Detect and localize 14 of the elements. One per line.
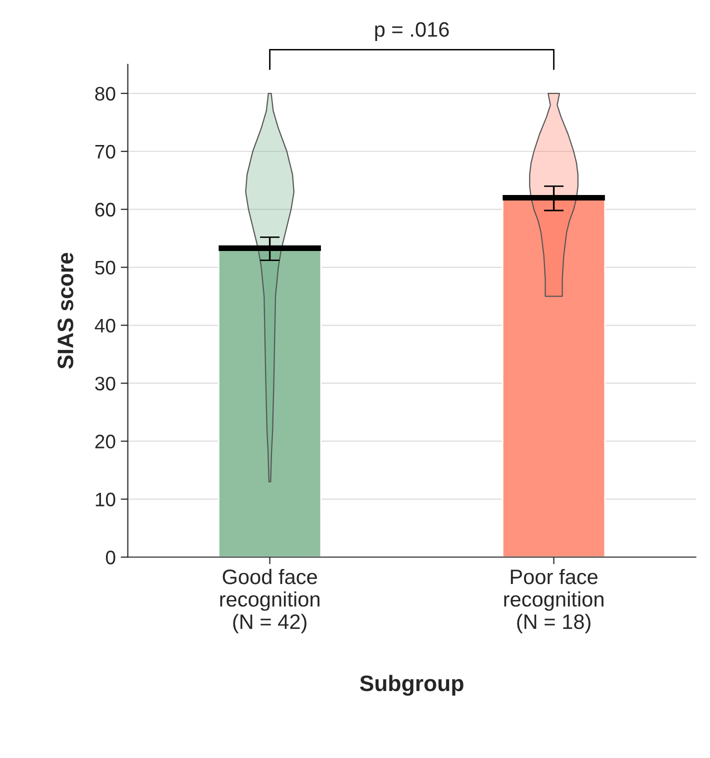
x-tick-label: Poor face recognition (N = 18) <box>504 568 604 634</box>
y-tick-label: 30 <box>95 376 116 390</box>
y-tick-label: 40 <box>94 318 116 333</box>
y-axis-title: SIAS score <box>58 252 74 369</box>
y-tick-label: 20 <box>95 434 116 448</box>
y-tick-label: 80 <box>95 86 116 101</box>
y-tick-label: 0 <box>106 550 116 564</box>
y-tick-label: 10 <box>96 492 116 506</box>
y-tick-label: 70 <box>95 144 116 159</box>
text: p = .016 <box>375 22 449 41</box>
y-tick-label: 50 <box>95 260 116 275</box>
x-tick-label: Good face recognition (N = 42) <box>220 568 320 634</box>
x-axis-title: Subgroup <box>360 674 464 696</box>
y-tick-label: 60 <box>95 202 116 217</box>
